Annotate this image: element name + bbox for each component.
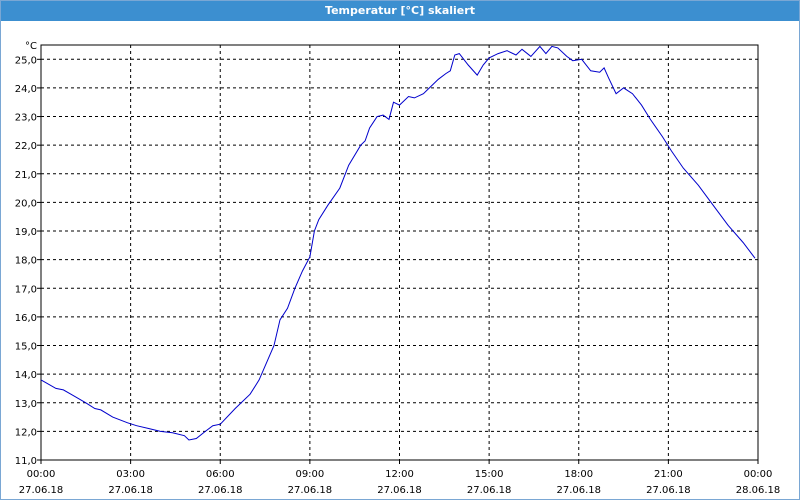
y-tick-label: 20,0	[15, 198, 37, 209]
y-tick-label: 13,0	[15, 399, 37, 410]
y-tick-label: 16,0	[15, 313, 37, 324]
x-tick-date-label: 28.06.18	[736, 485, 781, 496]
x-tick-time-label: 06:00	[206, 469, 235, 480]
x-tick-time-label: 18:00	[564, 469, 593, 480]
x-tick-time-label: 00:00	[27, 469, 56, 480]
y-tick-label: 21,0	[15, 170, 37, 181]
x-tick-time-label: 15:00	[475, 469, 504, 480]
plot-area: °C 11,0 12,0 13,0 14,0 15,0 16,0 17,0 18,0 19,0 2…	[1, 21, 799, 499]
x-tick-date-label: 27.06.18	[646, 485, 691, 496]
x-tick-date-label: 27.06.18	[198, 485, 243, 496]
x-tick-time-label: 21:00	[654, 469, 683, 480]
x-tick-date-label: 27.06.18	[19, 485, 64, 496]
y-tick-label: 14,0	[15, 370, 37, 381]
y-tick-label: 25,0	[15, 55, 37, 66]
y-tick-label: 15,0	[15, 342, 37, 353]
x-tick-date-label: 27.06.18	[377, 485, 422, 496]
y-tick-label: 24,0	[15, 84, 37, 95]
x-tick-time-label: 12:00	[385, 469, 414, 480]
y-tick-label: 18,0	[15, 256, 37, 267]
y-tick-label: 11,0	[15, 456, 37, 467]
y-axis-unit-label: °C	[25, 41, 37, 52]
y-tick-label: 23,0	[15, 113, 37, 124]
temperature-chart: °C 11,0 12,0 13,0 14,0 15,0 16,0 17,0 18,0 19,0 2…	[15, 41, 781, 496]
y-tick-label: 12,0	[15, 427, 37, 438]
x-tick-date-label: 27.06.18	[467, 485, 512, 496]
x-tick-time-label: 00:00	[744, 469, 773, 480]
plot-frame	[40, 44, 759, 461]
x-tick-time-label: 03:00	[116, 469, 145, 480]
y-tick-label: 17,0	[15, 284, 37, 295]
y-tick-label: 22,0	[15, 141, 37, 152]
x-tick-date-label: 27.06.18	[556, 485, 601, 496]
y-tick-label: 19,0	[15, 227, 37, 238]
x-tick-time-label: 09:00	[295, 469, 324, 480]
window-title: Temperatur [°C] skaliert	[1, 1, 799, 21]
x-tick-date-label: 27.06.18	[108, 485, 153, 496]
x-tick-date-label: 27.06.18	[288, 485, 333, 496]
temperature-series-line	[40, 45, 756, 441]
